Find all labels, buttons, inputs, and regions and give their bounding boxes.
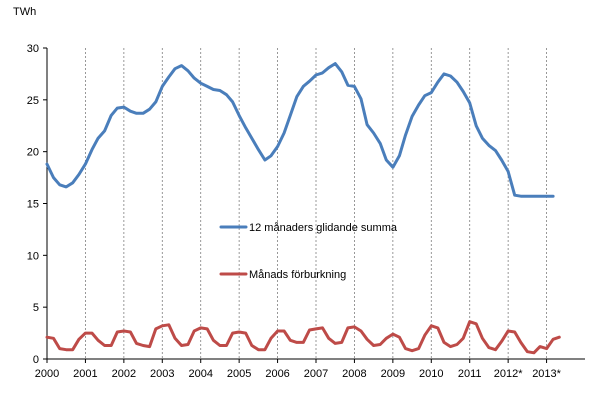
x-tick-label: 2013* bbox=[532, 368, 561, 380]
grid bbox=[85, 48, 547, 359]
x-tick-label: 2004 bbox=[188, 368, 212, 380]
y-tick-label: 30 bbox=[27, 43, 39, 55]
series-line-monthly bbox=[45, 320, 561, 355]
x-tick-label: 2008 bbox=[342, 368, 366, 380]
y-axis-unit: TWh bbox=[13, 6, 36, 18]
x-tick-label: 2011 bbox=[458, 368, 482, 380]
x-tick-label: 2010 bbox=[419, 368, 443, 380]
x-tick-label: 2007 bbox=[304, 368, 328, 380]
legend-label-rolling-sum: 12 månaders glidande summa bbox=[249, 222, 398, 234]
series-line-rolling-sum bbox=[45, 62, 555, 198]
series bbox=[45, 62, 561, 355]
x-tick-label: 2000 bbox=[35, 368, 59, 380]
x-tick-label: 2005 bbox=[227, 368, 251, 380]
legend: 12 månaders glidande summa Månads förbur… bbox=[219, 222, 398, 281]
y-tick-label: 25 bbox=[27, 95, 39, 107]
x-tick-label: 2009 bbox=[381, 368, 405, 380]
y-tick-label: 15 bbox=[27, 199, 39, 211]
x-tick-label: 2012* bbox=[494, 368, 523, 380]
y-tick-label: 20 bbox=[27, 147, 39, 159]
y-tick-label: 0 bbox=[33, 354, 39, 366]
legend-label-monthly: Månads förburkning bbox=[249, 269, 346, 281]
x-tick-label: 2002 bbox=[112, 368, 136, 380]
x-tick-label: 2003 bbox=[150, 368, 174, 380]
y-tick-label: 10 bbox=[27, 250, 39, 262]
x-tick-label: 2001 bbox=[73, 368, 97, 380]
y-tick-label: 5 bbox=[33, 302, 39, 314]
axes: 0 5 10 15 20 25 30 2000 2001 2002 2003 2004 2005 2006… bbox=[27, 43, 585, 380]
x-tick-label: 2006 bbox=[265, 368, 289, 380]
